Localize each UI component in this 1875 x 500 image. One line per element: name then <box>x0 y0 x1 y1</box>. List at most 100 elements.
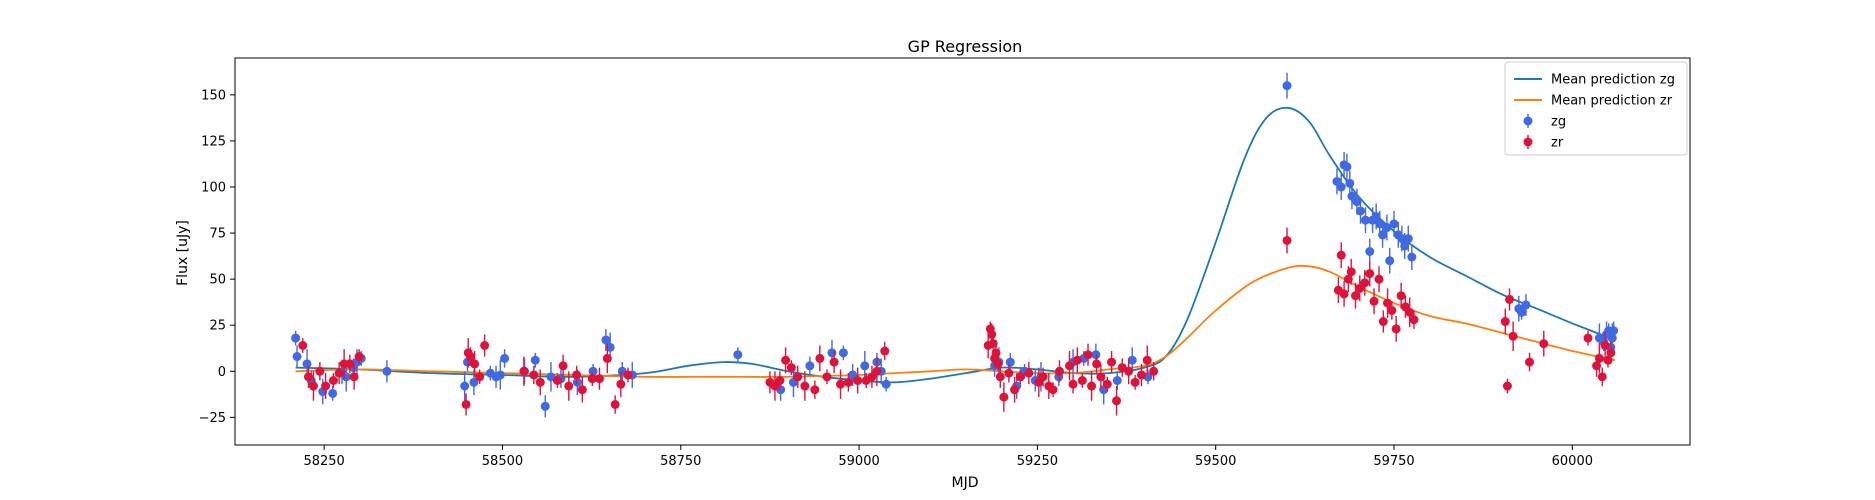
zr-point <box>470 359 480 369</box>
zr-point <box>993 359 1003 369</box>
zr-point <box>1606 348 1616 358</box>
zr-point <box>781 355 791 365</box>
zr-point <box>475 372 485 382</box>
zr-point <box>315 366 325 376</box>
zr-point <box>872 366 882 376</box>
zg-point <box>733 350 743 360</box>
zr-point <box>334 368 344 378</box>
zr-point <box>465 352 475 362</box>
zr-point <box>577 385 587 395</box>
plot-area <box>291 72 1619 418</box>
zr-point <box>354 352 364 362</box>
zg-point <box>1378 230 1388 240</box>
zg-point <box>1091 350 1101 360</box>
zr-point <box>1137 370 1147 380</box>
zg-point <box>495 370 505 380</box>
zr-point <box>1092 359 1102 369</box>
legend-swatch-2 <box>1523 116 1533 126</box>
zr-point <box>1594 353 1604 363</box>
zg-point <box>530 355 540 365</box>
x-tick-label-5: 59500 <box>1195 454 1236 469</box>
y-tick-label-4: 75 <box>209 227 226 242</box>
x-axis: 58250 58500 58750 59000 59250 59500 59750 60000 <box>303 445 1593 469</box>
zg-point <box>540 401 550 411</box>
zg-point <box>328 388 338 398</box>
x-tick-label-0: 58250 <box>303 454 344 469</box>
zg-point <box>460 381 470 391</box>
zr-point <box>345 359 355 369</box>
series-line-mean-prediction-zr <box>295 264 1616 378</box>
zr-point <box>1064 361 1074 371</box>
zr-point <box>1539 339 1549 349</box>
zr-point <box>1600 340 1610 350</box>
zr-point <box>610 399 620 409</box>
zr-point <box>1102 379 1112 389</box>
y-axis: −25 0 25 50 75 100 125 150 <box>199 88 235 426</box>
legend: Mean prediction zg Mean prediction zr zg zr <box>1504 61 1688 156</box>
legend-label-1: Mean prediction zr <box>1551 94 1673 109</box>
zr-point <box>1365 269 1375 279</box>
zr-point <box>1505 294 1515 304</box>
y-tick-label-6: 125 <box>201 134 226 149</box>
zr-point <box>1083 350 1093 360</box>
zg-point <box>1382 223 1392 233</box>
zr-point <box>558 361 568 371</box>
y-tick-label-0: −25 <box>199 411 226 426</box>
zr-point <box>1346 267 1356 277</box>
zg-point <box>1403 234 1413 244</box>
zg-point <box>1360 215 1370 225</box>
zg-point <box>1352 197 1362 207</box>
x-tick-label-4: 59250 <box>1017 454 1058 469</box>
zr-point <box>1038 372 1048 382</box>
zr-point <box>793 372 803 382</box>
zr-point <box>1112 396 1122 406</box>
zr-point <box>1072 355 1082 365</box>
zr-point <box>1350 291 1360 301</box>
zg-point <box>291 333 301 343</box>
x-tick-label-7: 60000 <box>1552 454 1593 469</box>
y-tick-label-5: 100 <box>201 181 226 196</box>
zg-point <box>1342 162 1352 172</box>
zr-point <box>1374 274 1384 284</box>
zg-point <box>838 348 848 358</box>
zr-point <box>552 376 562 385</box>
zr-point <box>1405 307 1415 317</box>
zr-point <box>1369 296 1379 306</box>
zr-point <box>1336 250 1346 260</box>
zr-point <box>1055 366 1064 376</box>
zr-point <box>1339 289 1349 299</box>
zr-point <box>987 329 997 339</box>
zr-point <box>786 363 796 373</box>
zr-point <box>298 340 308 350</box>
zg-point <box>1336 182 1346 192</box>
legend-swatch-3 <box>1523 137 1533 147</box>
zr-point <box>1502 381 1512 391</box>
zr-point <box>999 392 1009 402</box>
zr-point <box>800 381 810 391</box>
zg-point <box>827 348 837 358</box>
zr-point <box>1068 379 1078 389</box>
zr-point <box>1409 315 1419 325</box>
zr-point <box>1387 305 1397 315</box>
x-axis-label: MJD <box>952 475 979 491</box>
zr-point <box>1087 381 1097 391</box>
zr-point <box>1508 331 1518 341</box>
zr-point <box>594 374 604 384</box>
zr-point <box>1024 368 1034 378</box>
zg-point <box>302 359 312 369</box>
zr-point <box>995 372 1005 382</box>
zr-point <box>303 372 313 382</box>
zr-point <box>572 370 582 380</box>
zg-point <box>1400 241 1410 251</box>
series-points-zr <box>298 227 1616 416</box>
zr-point <box>810 385 820 395</box>
legend-label-2: zg <box>1551 115 1566 130</box>
zr-point <box>1597 372 1607 382</box>
zr-point <box>1360 278 1370 288</box>
y-tick-label-3: 50 <box>209 273 226 288</box>
zr-point <box>1010 385 1020 395</box>
zg-point <box>881 379 891 389</box>
zr-point <box>1077 376 1087 385</box>
zr-point <box>321 381 331 391</box>
zg-point <box>1385 256 1395 266</box>
